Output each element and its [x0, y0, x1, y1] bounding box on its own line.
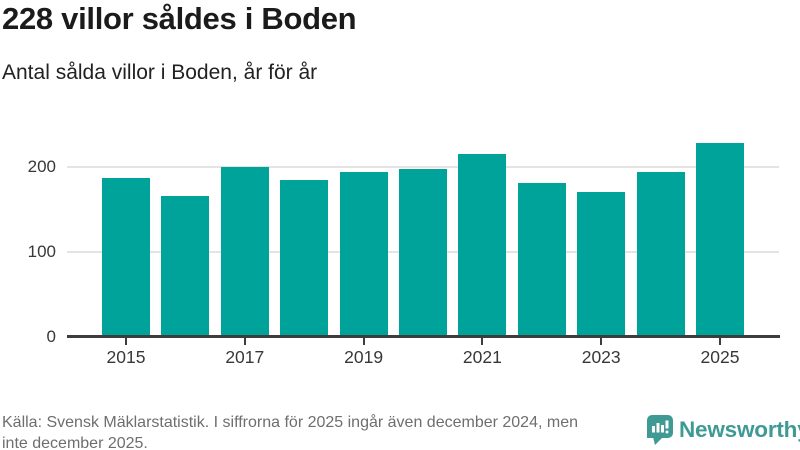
x-tick-2025: [719, 337, 721, 345]
bar-2021: [458, 153, 507, 337]
bar-2018: [280, 180, 329, 337]
x-axis-label-2019: 2019: [344, 346, 384, 367]
x-axis-label-2015: 2015: [106, 346, 146, 367]
bar-2020: [399, 169, 447, 337]
y-axis-label-200: 200: [27, 156, 56, 176]
bar-2025: [696, 142, 744, 337]
source-note-line-2: inte december 2025.: [2, 435, 148, 450]
source-note: Källa: Svensk Mäklarstatistik. I siffror…: [2, 412, 578, 450]
chart-title: 228 villor såldes i Boden: [2, 1, 357, 36]
x-tick-2021: [481, 337, 484, 345]
x-tick-2017: [243, 337, 246, 345]
bar-2015: [102, 178, 150, 337]
x-tick-2023: [600, 337, 603, 345]
bar-2019: [339, 172, 388, 337]
source-note-line-1: Källa: Svensk Mäklarstatistik. I siffror…: [2, 414, 578, 431]
bar-2017: [220, 167, 269, 337]
x-axis-label-2023: 2023: [581, 346, 621, 367]
chart-subtitle: Antal sålda villor i Boden, år för år: [2, 61, 318, 84]
newsworthy-wordmark: Newsworthy: [679, 417, 800, 442]
x-tick-2015: [125, 337, 127, 345]
bar-2022: [517, 182, 566, 337]
bar-2023: [577, 192, 626, 337]
y-axis-label-100: 100: [27, 241, 56, 261]
x-tick-2019: [362, 337, 365, 345]
y-axis-label-0: 0: [46, 326, 56, 346]
bar-2024: [636, 172, 685, 337]
newsworthy-bubble-chart-icon: [647, 415, 673, 445]
x-axis-label-2017: 2017: [225, 346, 265, 367]
newsworthy-logo[interactable]: Newsworthy: [647, 415, 800, 445]
x-axis-line: [67, 335, 780, 338]
bar-2016: [161, 196, 210, 337]
gridline-200: [67, 165, 779, 168]
x-axis-label-2025: 2025: [700, 346, 740, 367]
x-axis-label-2021: 2021: [462, 346, 502, 367]
